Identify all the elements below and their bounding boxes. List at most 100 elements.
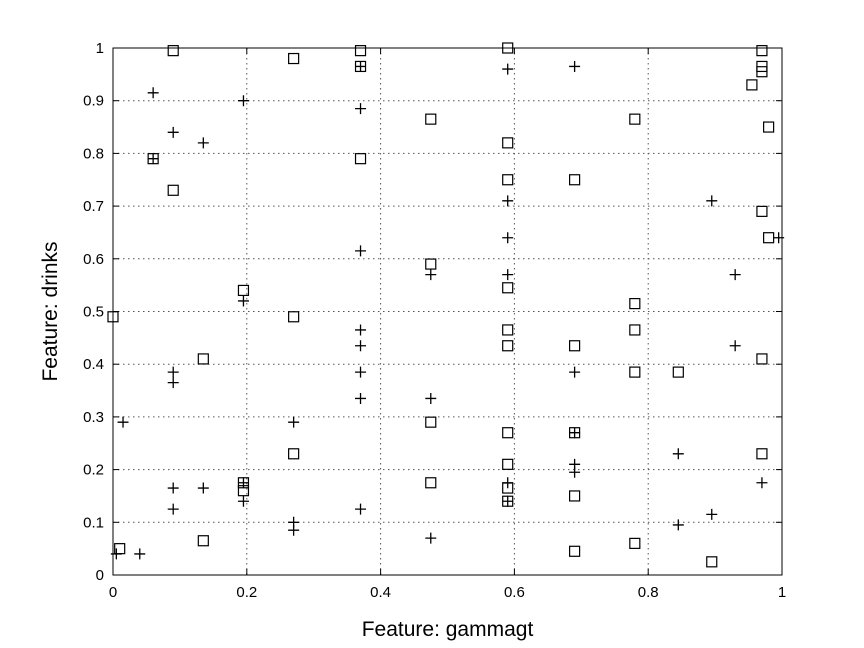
- square-marker: [354, 45, 367, 57]
- data-points: [107, 42, 785, 568]
- plus-marker: [706, 195, 718, 207]
- x-axis-label: Feature: gammagt: [362, 618, 534, 641]
- plus-marker: [425, 269, 437, 281]
- square-marker: [288, 448, 300, 460]
- plus-marker: [502, 195, 514, 207]
- plus-marker: [197, 482, 209, 494]
- square-marker: [629, 324, 641, 336]
- plus-marker: [569, 60, 581, 72]
- square-marker: [502, 324, 514, 336]
- y-tick-label: 0.8: [83, 145, 104, 162]
- square-marker: [629, 297, 641, 310]
- square-marker: [167, 184, 179, 196]
- plus-marker: [355, 392, 367, 404]
- plus-marker: [167, 377, 179, 389]
- plus-marker: [569, 427, 581, 439]
- plus-marker: [672, 519, 684, 531]
- square-marker: [502, 458, 514, 470]
- square-marker: [569, 490, 581, 502]
- plus-marker: [237, 95, 249, 107]
- square-marker: [354, 153, 367, 165]
- plus-marker: [729, 340, 741, 352]
- x-tick-label: 1: [778, 584, 786, 601]
- x-tick-label: 0: [109, 584, 117, 601]
- plus-marker: [672, 448, 684, 460]
- plus-marker: [147, 153, 159, 165]
- square-marker: [197, 353, 209, 365]
- y-tick-label: 0: [96, 567, 104, 584]
- y-tick-label: 0.5: [83, 304, 104, 321]
- plus-marker: [147, 87, 159, 99]
- plus-marker: [425, 392, 437, 404]
- square-marker: [706, 556, 718, 568]
- plus-marker: [425, 532, 437, 544]
- y-tick-label: 0.4: [83, 356, 104, 373]
- plus-marker: [237, 295, 249, 307]
- square-marker: [354, 60, 367, 73]
- plus-marker: [117, 416, 129, 428]
- square-marker: [502, 174, 514, 186]
- plus-marker: [355, 366, 367, 378]
- x-tick-label: 0.6: [504, 584, 525, 601]
- y-tick-label: 0.3: [83, 409, 104, 426]
- square-marker: [288, 311, 300, 323]
- square-marker: [502, 482, 514, 494]
- square-marker: [425, 258, 437, 270]
- x-tick-label: 0.2: [236, 584, 257, 601]
- square-marker: [672, 366, 684, 378]
- square-marker: [756, 66, 768, 78]
- x-axis-tick-labels: 0 0.2 0.4 0.6 0.8 1: [109, 584, 786, 601]
- square-marker: [502, 282, 514, 294]
- square-marker: [569, 340, 581, 352]
- y-tick-label: 0.7: [83, 198, 104, 215]
- square-marker: [237, 477, 250, 489]
- square-marker: [763, 121, 775, 133]
- y-axis-label: Feature: drinks: [39, 241, 62, 381]
- plus-marker: [355, 324, 367, 336]
- square-marker: [237, 284, 250, 297]
- plus-marker: [167, 503, 179, 515]
- plus-marker: [706, 508, 718, 520]
- square-marker: [569, 427, 581, 439]
- y-tick-label: 0.2: [83, 462, 104, 479]
- square-marker: [502, 427, 514, 439]
- plus-marker: [355, 60, 367, 72]
- square-marker: [629, 537, 641, 549]
- square-marker: [756, 205, 768, 217]
- square-marker: [237, 485, 250, 497]
- plus-marker: [355, 503, 367, 515]
- plus-marker: [355, 340, 367, 352]
- square-marker: [425, 416, 437, 428]
- plus-marker: [569, 466, 581, 478]
- x-tick-label: 0.8: [638, 584, 659, 601]
- plus-marker: [237, 495, 249, 507]
- square-marker: [629, 113, 641, 125]
- x-tick-label: 0.4: [370, 584, 391, 601]
- square-marker: [763, 232, 775, 244]
- y-tick-label: 0.9: [83, 93, 104, 110]
- square-marker: [502, 137, 514, 149]
- plus-marker: [756, 477, 768, 489]
- plot-area-frame: [112, 47, 783, 576]
- plus-marker: [729, 269, 741, 281]
- square-marker: [569, 174, 581, 186]
- plus-marker: [502, 495, 514, 507]
- square-marker: [756, 353, 768, 365]
- plus-marker: [569, 366, 581, 378]
- square-marker: [147, 153, 159, 165]
- y-axis-tick-labels: 0 0.1 0.2 0.3 0.4 0.5 0.6 0.7 0.8 0.9 1: [83, 40, 104, 584]
- plus-marker: [167, 366, 179, 378]
- plus-marker: [197, 137, 209, 149]
- plus-marker: [355, 103, 367, 115]
- plus-marker: [355, 245, 367, 257]
- square-marker: [502, 340, 514, 352]
- square-marker: [756, 448, 768, 460]
- square-marker: [197, 535, 209, 547]
- square-marker: [756, 45, 768, 57]
- square-marker: [502, 495, 514, 507]
- y-tick-label: 0.6: [83, 251, 104, 268]
- square-marker: [569, 545, 581, 557]
- plus-marker: [502, 63, 514, 75]
